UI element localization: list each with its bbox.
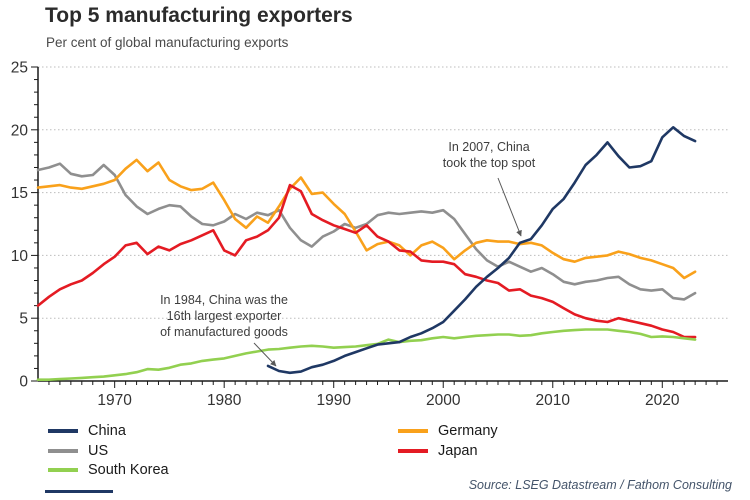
annotation-2007-line1: In 2007, China [448,140,530,154]
y-tick-label: 15 [11,185,28,202]
legend-label-china: China [88,423,126,439]
annotation-2007-line2: took the top spot [442,156,536,170]
x-tick-label: 1980 [207,392,242,409]
x-tick-label: 1970 [97,392,132,409]
series-line-japan [36,183,697,339]
x-tick-label: 1990 [316,392,351,409]
legend-label-us: US [88,443,109,459]
source-credit: Source: LSEG Datastream / Fathom Consult… [468,478,732,492]
y-tick-label: 0 [19,374,28,391]
gridlines [38,66,728,319]
annotation-arrow-china-2007 [497,177,522,237]
legend-label-japan: Japan [438,443,478,459]
annotation-arrow-china-1984 [253,342,277,367]
japan-line-swatch [398,449,428,453]
annotation-1984-line2: 16th largest exporter [166,309,282,323]
y-tick-label: 20 [11,122,29,139]
south-korea-line-swatch [48,468,78,472]
y-tick-label: 25 [11,60,28,77]
annotation-1984-line3: of manufactured goods [160,325,288,339]
legend-item-china: China [48,423,126,439]
x-tick-label: 2010 [536,392,571,409]
legend-item-germany: Germany [398,423,498,439]
annotation-1984-line1: In 1984, China was the [160,293,288,307]
legend-item-south-korea: South Korea [48,462,169,478]
china-line-swatch [48,429,78,433]
series-line-us [36,162,697,301]
y-tick-label: 10 [11,248,29,265]
legend-label-south-korea: South Korea [88,462,169,478]
legend-label-germany: Germany [438,423,498,439]
annotation-2007: In 2007, China took the top spot [414,139,564,171]
germany-line-swatch [398,429,428,433]
series-line-south-korea [36,328,697,381]
series-lines [36,126,697,381]
legend-item-us: US [48,443,108,459]
chart-title: Top 5 manufacturing exporters [45,4,353,27]
legend-item-japan: Japan [398,443,478,459]
series-line-china [266,126,697,375]
chart-subtitle: Per cent of global manufacturing exports [46,35,289,50]
series-line-germany [36,158,697,280]
y-tick-label: 5 [19,311,28,328]
x-tick-label: 2020 [645,392,680,409]
annotation-1984: In 1984, China was the 16th largest expo… [148,292,300,340]
bottom-rule [45,490,113,493]
axes: 1970 1980 1990 2000 2010 2020 0 5 10 15 20 25 [11,60,728,409]
us-line-swatch [48,449,78,453]
x-tick-label: 2000 [426,392,461,409]
